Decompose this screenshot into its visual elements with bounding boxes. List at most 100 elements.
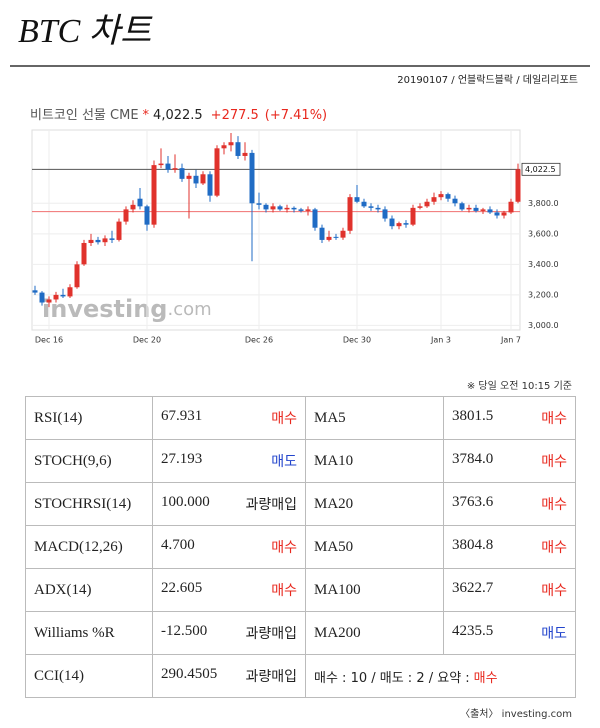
candle-body bbox=[193, 175, 199, 184]
ma-cell: 매수 3763.6 bbox=[443, 482, 576, 526]
indicator-name: STOCHRSI(14) bbox=[25, 482, 153, 526]
byline: 20190107 / 언블락드블락 / 데일리리포트 bbox=[397, 74, 578, 86]
candle-body bbox=[235, 142, 241, 156]
candle-body bbox=[228, 142, 234, 146]
candle-body bbox=[179, 168, 185, 179]
ma-name: MA100 bbox=[305, 568, 444, 612]
ma-value: 3763.6 bbox=[452, 494, 494, 510]
ma-value: 3784.0 bbox=[452, 451, 494, 467]
table-row: RSI(14) 매수 67.931 MA5 매수 3801.5 bbox=[25, 396, 576, 440]
candle-body bbox=[452, 198, 458, 204]
indicator-cell: 매도 27.193 bbox=[152, 439, 306, 483]
watermark: investing.com bbox=[42, 295, 212, 323]
signal: 매도 bbox=[271, 454, 297, 470]
indicator-value: 67.931 bbox=[161, 408, 203, 424]
change: +277.5 bbox=[211, 108, 259, 123]
ma-name: MA200 bbox=[305, 611, 444, 655]
candle-body bbox=[270, 206, 276, 210]
last-price-label: 4,022.5 bbox=[525, 165, 556, 174]
table-row: ADX(14) 매수 22.605 MA100 매수 3622.7 bbox=[25, 568, 576, 612]
candle-body bbox=[305, 209, 311, 211]
indicator-name: ADX(14) bbox=[25, 568, 153, 612]
signal: 과량매입 bbox=[245, 497, 297, 513]
candle-body bbox=[459, 203, 465, 210]
candle-body bbox=[116, 221, 122, 240]
signal: 매수 bbox=[541, 583, 567, 599]
note: ※ 당일 오전 10:15 기준 bbox=[466, 381, 572, 392]
indicator-value: 22.605 bbox=[161, 580, 203, 596]
candle-body bbox=[326, 236, 332, 240]
indicator-name: CCI(14) bbox=[25, 654, 153, 698]
indicator-value: -12.500 bbox=[161, 623, 208, 639]
candle-body bbox=[130, 204, 136, 210]
indicator-name: STOCH(9,6) bbox=[25, 439, 153, 483]
candle-body bbox=[508, 201, 514, 213]
ma-name: MA10 bbox=[305, 439, 444, 483]
table-row: STOCH(9,6) 매도 27.193 MA10 매수 3784.0 bbox=[25, 439, 576, 483]
table-row: CCI(14) 과량매입 290.4505 매수 : 10 / 매도 : 2 / 요약… bbox=[25, 654, 576, 698]
candle-body bbox=[424, 201, 430, 207]
candle-body bbox=[172, 168, 178, 170]
header-and-chart: BTC 차트 20190107 / 언블락드블락 / 데일리리포트 비트코인 선… bbox=[10, 13, 590, 345]
candle-body bbox=[389, 218, 395, 227]
indicator-value: 290.4505 bbox=[161, 666, 218, 682]
ma-value: 3622.7 bbox=[452, 580, 494, 596]
signal: 매수 bbox=[541, 497, 567, 513]
signal: 과량매입 bbox=[245, 626, 297, 642]
x-tick-label: Jan 7 bbox=[500, 336, 521, 345]
candle-body bbox=[361, 201, 367, 207]
candle-body bbox=[487, 209, 493, 213]
candle-body bbox=[109, 238, 115, 240]
candle-body bbox=[431, 197, 437, 202]
candle-body bbox=[81, 242, 87, 265]
ma-value: 3804.8 bbox=[452, 537, 494, 553]
candle-body bbox=[333, 236, 339, 238]
candle-body bbox=[158, 163, 164, 166]
candle-body bbox=[312, 209, 318, 228]
candle-body bbox=[319, 227, 325, 240]
indicator-cell: 과량매입 100.000 bbox=[152, 482, 306, 526]
indicator-value: 27.193 bbox=[161, 451, 203, 467]
candle-body bbox=[298, 209, 304, 211]
ma-value: 4235.5 bbox=[452, 623, 494, 639]
candle-body bbox=[249, 152, 255, 204]
candle-body bbox=[214, 148, 220, 196]
y-tick-label: 3,400.0 bbox=[528, 260, 559, 269]
candle-body bbox=[32, 290, 38, 293]
candle-body bbox=[396, 223, 402, 227]
chart-header: 비트코인 선물 CME * 4,022.5 +277.5 (+7.41%) bbox=[30, 108, 327, 123]
candle-body bbox=[340, 230, 346, 238]
y-tick-label: 3,200.0 bbox=[528, 290, 559, 299]
table-row: Williams %R 과량매입 -12.500 MA200 매도 4235.5 bbox=[25, 611, 576, 655]
candle-body bbox=[368, 206, 374, 208]
ma-cell: 매도 4235.5 bbox=[443, 611, 576, 655]
candle-body bbox=[137, 198, 143, 207]
candle-body bbox=[480, 209, 486, 211]
ma-name: MA5 bbox=[305, 396, 444, 440]
candle-body bbox=[466, 207, 472, 210]
page-title: BTC 차트 bbox=[18, 13, 153, 50]
x-tick-label: Dec 26 bbox=[245, 336, 273, 345]
summary-result: 매수 bbox=[473, 670, 498, 686]
signal: 매수 bbox=[271, 540, 297, 556]
candle-body bbox=[473, 207, 479, 211]
candle-body bbox=[200, 174, 206, 184]
candle-body bbox=[375, 207, 381, 210]
indicator-cell: 매수 22.605 bbox=[152, 568, 306, 612]
y-tick-label: 3,800.0 bbox=[528, 199, 559, 208]
candle-body bbox=[165, 163, 171, 170]
ma-name: MA50 bbox=[305, 525, 444, 569]
candle-body bbox=[242, 152, 248, 156]
signal: 과량매입 bbox=[245, 669, 297, 685]
price: 4,022.5 bbox=[153, 108, 203, 123]
chart-title: 비트코인 선물 CME bbox=[30, 108, 139, 123]
candle-body bbox=[60, 294, 66, 297]
candle-body bbox=[88, 239, 94, 243]
candle-body bbox=[284, 207, 290, 210]
plot-frame bbox=[31, 129, 521, 331]
candle-body bbox=[46, 299, 52, 303]
candle-body bbox=[256, 203, 262, 205]
signal: 매수 bbox=[271, 583, 297, 599]
candle-body bbox=[102, 238, 108, 243]
indicator-cell: 매수 4.700 bbox=[152, 525, 306, 569]
